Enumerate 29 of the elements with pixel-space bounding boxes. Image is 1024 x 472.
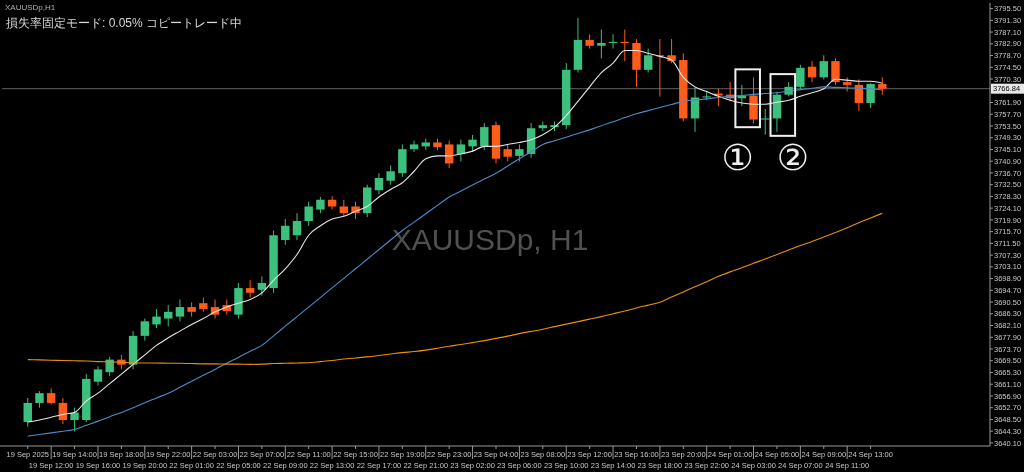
candlestick [292,212,302,241]
candlestick [831,57,840,86]
candlestick [866,82,875,109]
candlestick [409,140,419,153]
candlestick [175,299,185,322]
candlestick [374,172,384,195]
candlestick [140,318,150,342]
candlestick [304,201,313,227]
candlestick [480,122,489,151]
candlestick [93,365,103,387]
candlestick [257,275,267,297]
candlestick [456,139,466,162]
candlestick [281,218,290,246]
candlestick [597,29,606,59]
annotation: ② [776,137,809,178]
candlestick [70,407,79,432]
text: XAUUSDp, H1 [391,223,589,256]
annotation: ① [721,137,754,178]
candlestick [667,38,676,64]
candlestick [643,48,653,74]
candlestick [796,64,805,90]
candlestick [761,108,770,136]
candlestick [819,54,828,80]
chart-subtitle: XAUUSDp,H1 [5,3,56,12]
candlestick [23,397,32,428]
candlestick [386,164,395,186]
annotation: 損失率固定モード: 0.05% コピートレード中 [6,16,243,30]
candlestick [164,304,173,327]
candlestick [152,308,161,329]
